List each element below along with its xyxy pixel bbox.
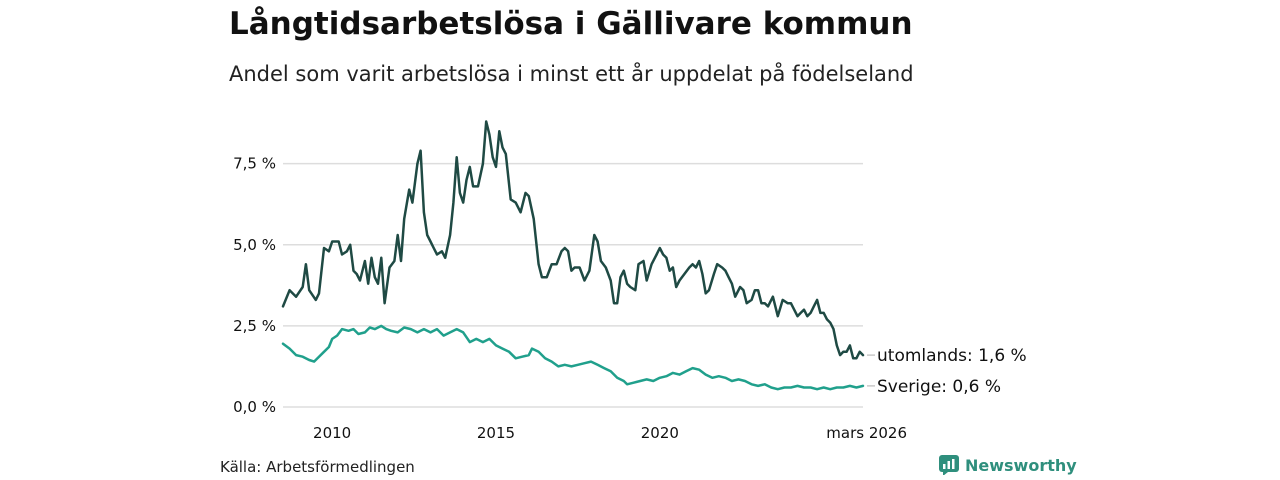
y-tick-label: 0,0 % xyxy=(233,398,276,416)
series-line-utomlands xyxy=(281,120,865,360)
x-tick-label: 2015 xyxy=(477,424,515,442)
x-tick-label: 2020 xyxy=(641,424,679,442)
label-layer: 0,0 % 2,5 % 5,0 % 7,5 % 2010 2015 2020 mars 202… xyxy=(233,155,1027,442)
end-label-sverige: Sverige: 0,6 % xyxy=(877,377,1001,397)
brand-name: Newsworthy xyxy=(965,455,1077,475)
newsworthy-icon xyxy=(939,455,959,475)
x-tick-label: mars 2026 xyxy=(826,424,907,442)
chart-title: Långtidsarbetslösa i Gällivare kommun xyxy=(229,6,913,42)
y-tick-label: 5,0 % xyxy=(233,236,276,254)
chart-subtitle: Andel som varit arbetslösa i minst ett å… xyxy=(229,62,914,86)
x-tick-label: 2010 xyxy=(313,424,351,442)
end-label-utomlands: utomlands: 1,6 % xyxy=(877,346,1027,366)
y-tick-label: 2,5 % xyxy=(233,317,276,335)
series-layer xyxy=(281,120,865,391)
y-tick-label: 7,5 % xyxy=(233,155,276,173)
source-note: Källa: Arbetsförmedlingen xyxy=(220,458,415,476)
series-line-sverige xyxy=(281,324,865,391)
grid-layer xyxy=(283,162,863,408)
brand-logo: Newsworthy xyxy=(939,455,1077,475)
